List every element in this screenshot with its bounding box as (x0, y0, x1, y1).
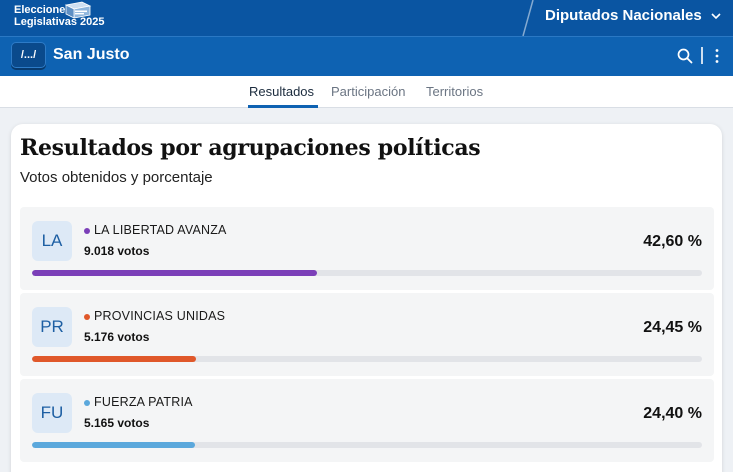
header-divider (522, 0, 534, 36)
tab-resultados[interactable]: Resultados (249, 84, 315, 99)
party-row[interactable]: LA LA LIBERTAD AVANZA 9.018 votos 42,60 … (20, 207, 714, 290)
progress-fill (32, 356, 196, 362)
party-color-dot (84, 228, 90, 234)
tab-territorios[interactable]: Territorios (426, 84, 484, 99)
party-abbreviation: PR (32, 307, 72, 347)
brand-logo[interactable]: Elecciones Legislativas 2025 (14, 4, 105, 28)
party-votes: 9.018 votos (84, 244, 150, 258)
party-color-dot (84, 314, 90, 320)
back-button[interactable]: /.../ (11, 42, 46, 68)
progress-track (32, 356, 702, 362)
active-tab-indicator (248, 105, 318, 108)
search-icon[interactable] (677, 48, 693, 64)
category-selector[interactable]: Diputados Nacionales (545, 7, 702, 24)
party-row[interactable]: FU FUERZA PATRIA 5.165 votos 24,40 % (20, 379, 714, 462)
location-bar: /.../ San Justo (0, 36, 733, 76)
progress-fill (32, 442, 196, 448)
party-percentage: 24,40 % (643, 405, 702, 422)
chevron-down-icon[interactable] (710, 10, 722, 22)
party-abbreviation: LA (32, 221, 72, 261)
party-votes: 5.176 votos (84, 330, 150, 344)
toolbar-divider (701, 47, 703, 64)
progress-fill (32, 270, 318, 276)
card-subtitle: Votos obtenidos y porcentaje (20, 169, 213, 186)
progress-track (32, 442, 702, 448)
brand-line1: Elecciones (14, 4, 72, 16)
party-votes: 5.165 votos (84, 416, 150, 430)
party-row[interactable]: PR PROVINCIAS UNIDAS 5.176 votos 24,45 % (20, 293, 714, 376)
party-color-dot (84, 400, 90, 406)
results-card: Resultados por agrupaciones políticas Vo… (11, 124, 722, 472)
brand-line2: Legislativas 2025 (14, 16, 105, 28)
party-name: LA LIBERTAD AVANZA (94, 223, 227, 237)
ballot-box-icon (64, 1, 92, 19)
location-title: San Justo (53, 46, 130, 63)
progress-track (32, 270, 702, 276)
more-vertical-icon[interactable] (711, 47, 723, 65)
party-name: PROVINCIAS UNIDAS (94, 309, 226, 323)
tab-bar: Resultados Participación Territorios (0, 76, 733, 108)
top-bar: Elecciones Legislativas 2025 Diputados N… (0, 0, 733, 36)
party-percentage: 42,60 % (643, 233, 702, 250)
party-percentage: 24,45 % (643, 319, 702, 336)
party-abbreviation: FU (32, 393, 72, 433)
tab-participacion[interactable]: Participación (331, 84, 406, 99)
party-name: FUERZA PATRIA (94, 395, 193, 409)
card-title: Resultados por agrupaciones políticas (20, 135, 481, 161)
